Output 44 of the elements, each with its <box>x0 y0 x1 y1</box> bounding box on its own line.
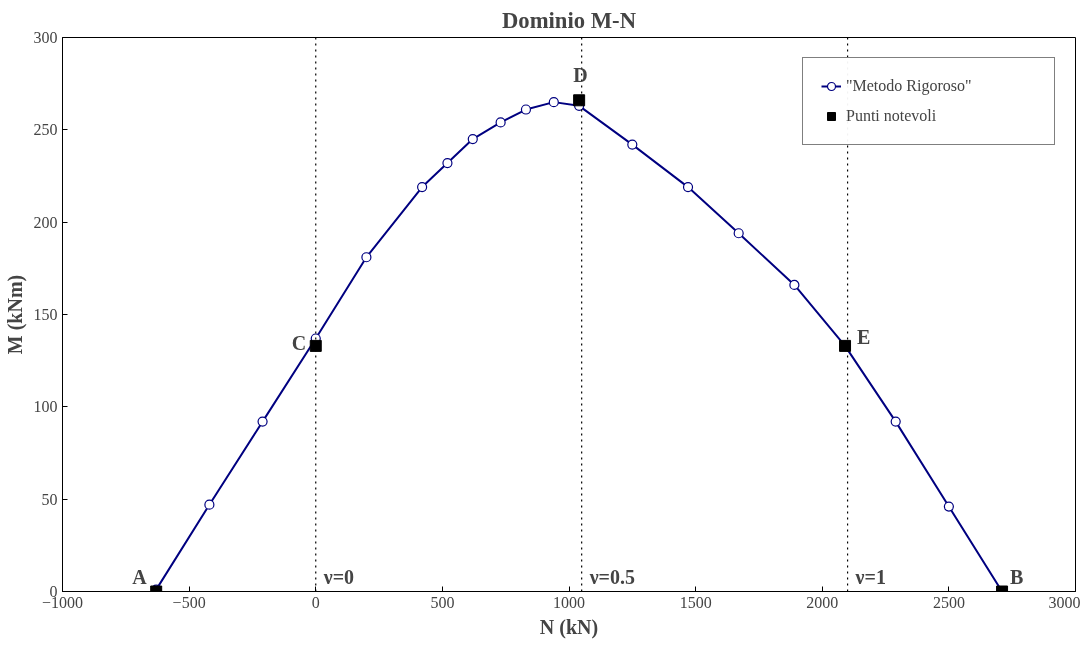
y-tick-label: 300 <box>33 29 58 46</box>
annotation: ν=0 <box>322 565 355 588</box>
point <box>520 104 532 115</box>
point <box>309 339 322 352</box>
y-tick-label: 150 <box>33 306 58 323</box>
x-tick-label: 0 <box>311 593 320 611</box>
point <box>789 279 800 291</box>
annotation: E <box>857 325 871 348</box>
y-tick-label: 50 <box>41 490 58 508</box>
point <box>627 139 638 150</box>
annotation: A <box>132 565 148 588</box>
chart-title: Dominio M-N <box>501 7 637 33</box>
point <box>417 181 428 193</box>
y-axis-title: M (kNm) <box>3 274 27 355</box>
point <box>442 157 453 169</box>
annotation: ν=0.5 <box>588 565 636 588</box>
point <box>204 499 215 510</box>
legend-label: "Metodo Rigoroso" <box>846 77 973 95</box>
annotation: B <box>1010 565 1024 588</box>
y-tick-label: 250 <box>33 121 58 139</box>
point <box>733 228 744 239</box>
annotation: C <box>291 331 307 354</box>
x-tick-label: 2000 <box>806 593 839 611</box>
x-tick-label: 1500 <box>679 593 712 611</box>
point <box>943 501 954 512</box>
point <box>257 416 268 427</box>
x-tick-label: 500 <box>430 593 455 611</box>
y-tick-label: 100 <box>33 398 58 416</box>
x-tick-label: 1000 <box>553 593 585 611</box>
annotation: ν=1 <box>854 565 886 588</box>
point <box>682 181 694 193</box>
x-tick-label: 3000 <box>1048 593 1081 611</box>
x-tick-label: 2500 <box>932 593 965 611</box>
point <box>548 97 559 108</box>
legend-label: Punti notevoli <box>846 107 938 125</box>
point <box>573 94 586 107</box>
point <box>495 117 506 128</box>
x-tick-label: −500 <box>172 593 206 611</box>
point <box>467 133 478 145</box>
annotation: D <box>573 64 588 87</box>
y-tick-label: 200 <box>33 213 58 231</box>
point <box>890 416 901 427</box>
x-axis-title: N (kN) <box>539 615 599 639</box>
point <box>361 252 372 263</box>
